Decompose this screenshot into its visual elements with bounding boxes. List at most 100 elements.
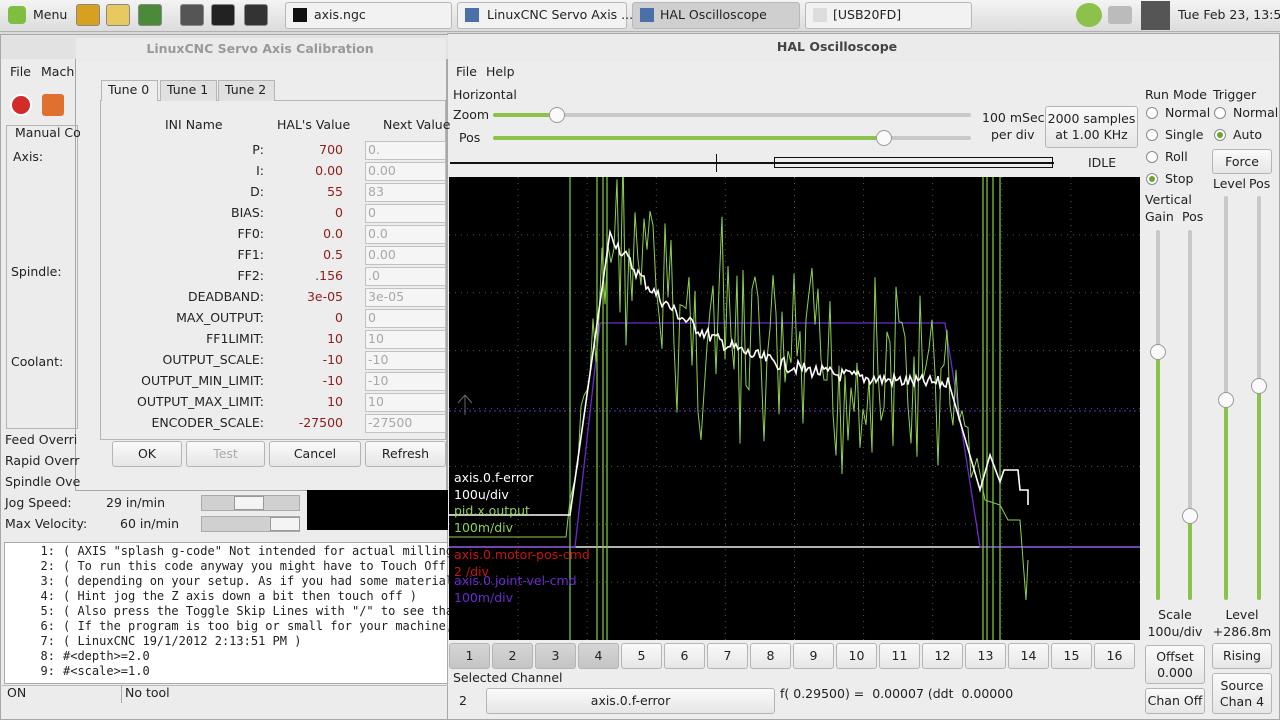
button-label: Chan Off bbox=[1147, 693, 1203, 708]
radio-label[interactable]: Roll bbox=[1165, 149, 1188, 164]
channel-button[interactable]: 6 bbox=[664, 643, 705, 669]
label: Selected Channel bbox=[453, 670, 563, 685]
force-button[interactable]: Force bbox=[1212, 149, 1272, 174]
v-slider-knob bbox=[1182, 508, 1198, 524]
button-label: Source bbox=[1220, 677, 1264, 693]
tab-panel bbox=[6, 125, 78, 429]
power-button bbox=[42, 94, 64, 116]
line-number: 9: bbox=[40, 664, 55, 678]
v-slider-knob bbox=[1251, 378, 1267, 394]
tab bbox=[218, 80, 275, 101]
v-slider-track bbox=[1188, 230, 1192, 600]
menu-item[interactable]: Mach bbox=[41, 64, 75, 79]
channel-button[interactable]: 9 bbox=[793, 643, 834, 669]
tab[interactable]: Manual Co bbox=[15, 125, 81, 140]
menu-item[interactable]: Help bbox=[486, 64, 515, 79]
param-name: DEADBAND: bbox=[187, 289, 264, 304]
tab-label[interactable]: Tune 1 bbox=[167, 82, 209, 97]
button-label: Offset bbox=[1156, 648, 1194, 664]
tab-label[interactable]: Tune 0 bbox=[108, 82, 150, 97]
gcode-line: ( Hint jog the Z axis down a bit then to… bbox=[63, 589, 418, 603]
entry bbox=[365, 246, 446, 265]
label: Pos bbox=[459, 130, 481, 145]
trace-f-error bbox=[449, 228, 1029, 516]
dialog-button: Test bbox=[186, 441, 265, 467]
v-slider-knob bbox=[1218, 392, 1234, 408]
channel-button[interactable]: 11 bbox=[879, 643, 920, 669]
label: Run Mode bbox=[1145, 87, 1207, 102]
samples-button[interactable]: 2000 samples at 1.00 KHz bbox=[1045, 106, 1138, 148]
hal-value: 0.5 bbox=[323, 247, 343, 262]
channel-label: axis.0.motor-pos-cmd bbox=[454, 547, 590, 562]
titlebar bbox=[76, 38, 446, 62]
label: Axis: bbox=[13, 149, 44, 164]
menu-item[interactable]: File bbox=[456, 64, 477, 79]
dialog-button[interactable]: Cancel bbox=[269, 441, 361, 467]
menu-button[interactable]: Menu bbox=[33, 7, 68, 22]
button-label: 10 bbox=[848, 648, 865, 663]
offset-button[interactable]: Offset 0.000 bbox=[1145, 645, 1205, 684]
channel-button[interactable]: 16 bbox=[1094, 643, 1135, 669]
button-label: 0.000 bbox=[1157, 664, 1193, 680]
entry bbox=[365, 351, 446, 370]
channel-button[interactable]: 5 bbox=[621, 643, 662, 669]
button-label: 5 bbox=[637, 648, 646, 663]
tab bbox=[160, 80, 217, 101]
channel-button[interactable]: 10 bbox=[836, 643, 877, 669]
button-label: 15 bbox=[1063, 648, 1080, 663]
launcher-icon bbox=[138, 4, 162, 26]
button-label: 2000 samples bbox=[1047, 111, 1136, 126]
task-title[interactable]: [USB20FD] bbox=[833, 7, 902, 22]
label: Coolant: bbox=[11, 354, 64, 369]
channel-button[interactable]: 7 bbox=[707, 643, 748, 669]
hal-value: 0 bbox=[335, 310, 343, 325]
task-button bbox=[632, 2, 800, 29]
channel-button[interactable]: 8 bbox=[750, 643, 791, 669]
hal-value: 3e-05 bbox=[306, 289, 343, 304]
channel-button[interactable]: 15 bbox=[1051, 643, 1092, 669]
menu-item[interactable]: File bbox=[10, 64, 31, 79]
channel-button[interactable]: 12 bbox=[922, 643, 963, 669]
rising-button[interactable]: Rising bbox=[1212, 643, 1272, 669]
dialog-button[interactable]: Refresh bbox=[365, 441, 446, 467]
radio-label[interactable]: Normal bbox=[1165, 105, 1211, 120]
radio[interactable] bbox=[1214, 107, 1226, 119]
radio-label[interactable]: Auto bbox=[1233, 127, 1263, 142]
channel-label: axis.0.f-error bbox=[454, 470, 534, 485]
dialog-button[interactable]: OK bbox=[112, 441, 182, 467]
radio-label[interactable]: Stop bbox=[1165, 171, 1194, 186]
scope-plot bbox=[449, 177, 1140, 640]
radio[interactable] bbox=[1146, 129, 1158, 141]
channel-button[interactable]: 4 bbox=[578, 643, 619, 669]
task-title[interactable]: LinuxCNC Servo Axis ... bbox=[487, 7, 634, 22]
task-title[interactable]: axis.ngc bbox=[314, 7, 366, 22]
source-button[interactable]: Source Chan 4 bbox=[1212, 673, 1272, 714]
menu-icon bbox=[8, 6, 26, 24]
channel-button[interactable]: 14 bbox=[1008, 643, 1049, 669]
radio[interactable] bbox=[1214, 129, 1226, 141]
hal-value: -27500 bbox=[298, 415, 343, 430]
task-title[interactable]: HAL Oscilloscope bbox=[660, 7, 767, 22]
radio[interactable] bbox=[1146, 151, 1158, 163]
next-value: -10 bbox=[368, 373, 389, 388]
v-slider-track bbox=[1224, 196, 1228, 566]
channel-button[interactable]: 13 bbox=[965, 643, 1006, 669]
chan-off-button[interactable]: Chan Off bbox=[1145, 688, 1205, 714]
channel-name-button[interactable]: axis.0.f-error bbox=[486, 688, 775, 714]
tab-label[interactable]: Tune 2 bbox=[225, 82, 267, 97]
channel-button[interactable]: 3 bbox=[535, 643, 576, 669]
channel-button[interactable]: 2 bbox=[492, 643, 533, 669]
radio-label[interactable]: Normal bbox=[1233, 105, 1279, 120]
label: Vertical bbox=[1145, 192, 1192, 207]
radio-label[interactable]: Single bbox=[1165, 127, 1204, 142]
param-name: FF1: bbox=[237, 247, 264, 262]
radio[interactable] bbox=[1146, 107, 1158, 119]
channel-button[interactable]: 1 bbox=[449, 643, 490, 669]
trace-pid-output bbox=[449, 177, 1029, 601]
preview bbox=[307, 490, 448, 530]
param-name: FF1LIMIT: bbox=[206, 331, 264, 346]
gcode-line: ( AXIS "splash g-code" Not intended for … bbox=[63, 544, 454, 558]
radio[interactable] bbox=[1146, 173, 1158, 185]
value: 29 in/min bbox=[106, 495, 166, 510]
button-label: 4 bbox=[594, 648, 603, 663]
